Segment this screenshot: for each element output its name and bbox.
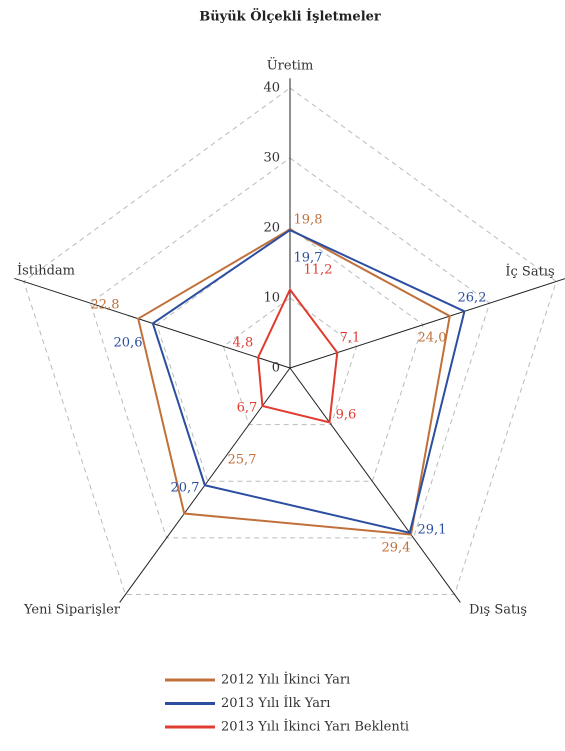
data-label: 26,2 [458, 291, 487, 306]
data-label: 25,7 [228, 453, 257, 468]
axis-label: Dış Satış [469, 603, 527, 618]
legend-label: 2013 Yılı İlk Yarı [221, 694, 330, 711]
data-label: 6,7 [237, 401, 258, 416]
axis-line [289, 367, 461, 603]
y-tick-label: 10 [263, 291, 280, 306]
series-line [137, 228, 451, 536]
grid-line [89, 157, 491, 539]
axis-label: Üretim [267, 57, 314, 74]
y-tick-label: 30 [263, 151, 280, 166]
legend-label: 2012 Yılı İkinci Yarı [221, 671, 350, 688]
grid-line [156, 227, 424, 482]
chart-title: Büyük Ölçekli İşletmeler [199, 8, 381, 25]
data-label: 29,4 [382, 541, 411, 556]
data-label: 22,8 [91, 298, 120, 313]
legend-label: 2013 Yılı İkinci Yarı Beklenti [221, 718, 409, 735]
data-label: 29,1 [418, 523, 447, 538]
data-label: 24,0 [418, 331, 447, 346]
axis-label: Yeni Siparişler [23, 603, 121, 618]
data-label: 9,6 [336, 408, 357, 423]
series-line [151, 228, 466, 534]
data-label: 4,8 [233, 336, 254, 351]
series-line [257, 287, 339, 424]
data-label: 20,6 [114, 336, 143, 351]
data-label: 20,7 [171, 481, 200, 496]
data-label: 11,2 [304, 263, 333, 278]
axis-label: İstihdam [17, 262, 75, 279]
y-tick-label: 40 [263, 81, 280, 96]
y-tick-label: 0 [272, 361, 280, 376]
grid-line [23, 87, 557, 596]
axis-line [289, 278, 565, 369]
data-label: 19,8 [294, 213, 323, 228]
y-tick-label: 20 [263, 221, 280, 236]
data-label: 7,1 [340, 331, 361, 346]
axis-label: İç Satış [505, 263, 554, 280]
data-label: 19,7 [294, 251, 323, 266]
grid-line [222, 297, 358, 426]
